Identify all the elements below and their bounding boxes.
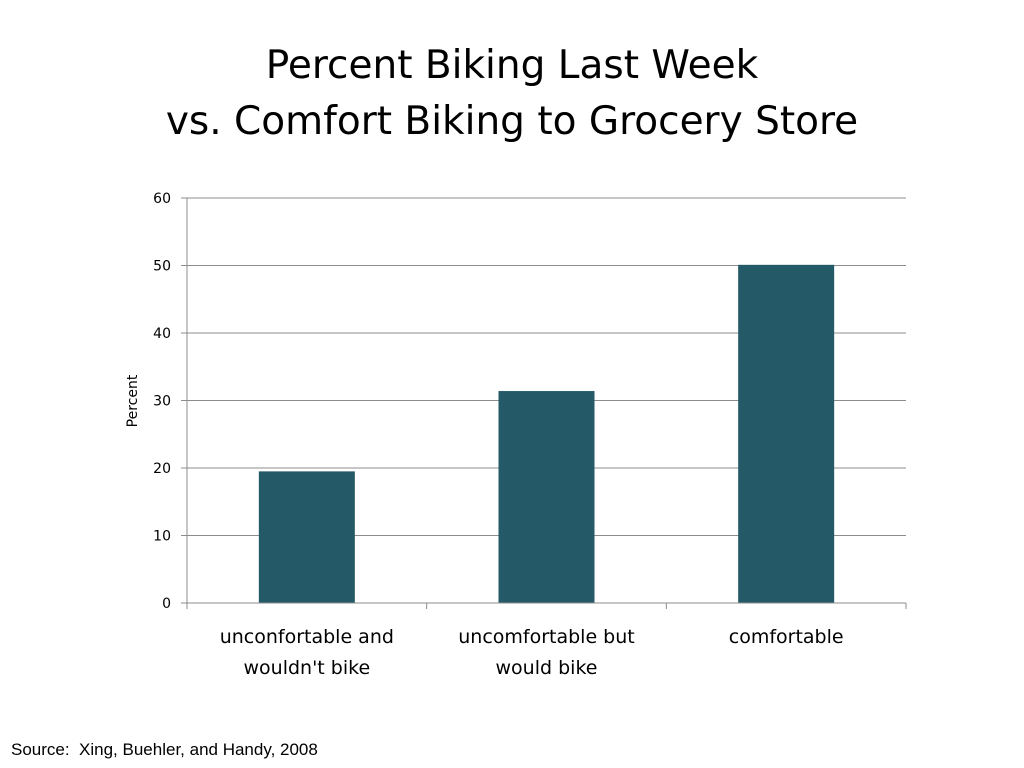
y-tick-label: 60 [153, 191, 171, 207]
title-line-2: vs. Comfort Biking to Grocery Store [165, 99, 859, 144]
x-category-label: wouldn't bike [244, 657, 371, 679]
source-citation: Source: Xing, Buehler, and Handy, 2008 [11, 740, 318, 759]
title-line-1: Percent Biking Last Week [265, 43, 759, 88]
y-tick-label: 20 [153, 461, 171, 477]
x-category-label: uncomfortable but [458, 626, 635, 648]
bar [258, 471, 355, 603]
bar [738, 264, 835, 603]
y-tick-label: 0 [162, 596, 171, 612]
y-axis-title: Percent [125, 374, 141, 427]
y-tick-label: 30 [153, 394, 171, 410]
axes [181, 197, 907, 609]
bar [498, 391, 595, 603]
x-category-label: unconfortable and [220, 626, 394, 648]
y-tick-label: 10 [153, 529, 171, 545]
labels: 0 10 20 30 40 50 60 unconfortable and wouldn't b… [125, 191, 844, 679]
slide-title: Percent Biking Last Week vs. Comfort Bik… [0, 38, 1024, 150]
bars [258, 264, 835, 603]
y-tick-label: 40 [153, 326, 171, 342]
y-tick-label: 50 [153, 259, 171, 275]
x-category-label: comfortable [729, 626, 844, 648]
x-category-label: would bike [496, 657, 598, 679]
